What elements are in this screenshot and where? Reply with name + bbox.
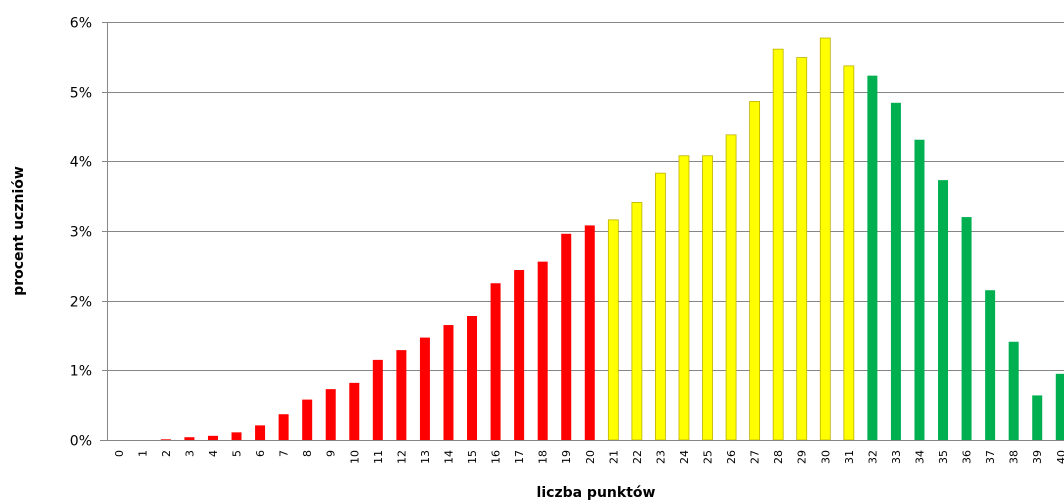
x-tick-label: 0 [113,450,126,457]
bar-30 [819,37,831,441]
bar-17 [514,270,525,440]
y-tick-label: 4% [70,155,92,171]
bar-15 [467,315,478,440]
bar-39 [1032,395,1043,440]
x-tick-label: 39 [1031,450,1044,464]
x-tick-label: 32 [866,450,879,464]
x-tick-label: 10 [348,450,361,464]
y-tick-label: 5% [70,86,92,102]
bar-38 [1008,341,1019,440]
bar-18 [537,261,548,440]
y-tick-label: 3% [70,225,92,241]
x-tick-label: 7 [278,450,291,457]
x-tick-label: 3 [183,450,196,457]
bar-27 [749,101,761,441]
bar-25 [702,155,713,441]
x-axis-tick-labels: 0 1 2 3 4 5 6 7 8 9 10 11 12 13 14 15 16 17 18 19 20 21 22 23 24… [113,450,1064,464]
bar-16 [490,283,501,440]
bar-12 [396,350,407,440]
x-tick-label: 19 [560,450,573,464]
bar-4 [207,435,218,440]
x-tick-label: 38 [1008,450,1021,464]
bar-22 [631,202,643,441]
x-tick-label: 29 [796,450,809,464]
y-tick-label: 0% [70,434,92,450]
y-axis-tick-labels: 0% 1% 2% 3% 4% 5% 6% [70,16,92,450]
x-tick-label: 6 [254,450,267,457]
bar-8 [302,399,313,440]
x-tick-label: 4 [207,450,220,457]
y-tick-label: 2% [70,295,92,311]
x-tick-label: 17 [513,450,526,464]
bar-35 [938,180,949,441]
bar-19 [561,233,572,440]
y-tick-label: 6% [70,16,92,32]
bar-5 [231,432,242,440]
x-tick-label: 18 [537,450,550,464]
bar-21 [607,219,619,441]
bar-28 [772,48,784,441]
bar-29 [796,57,808,441]
bar-11 [372,359,383,440]
x-tick-label: 33 [890,450,903,464]
x-axis-title: liczba punktów [537,485,656,500]
bar-37 [985,290,996,440]
x-tick-label: 34 [913,450,926,464]
x-tick-label: 35 [937,450,950,464]
x-tick-label: 25 [702,450,715,464]
bars [160,37,1064,441]
x-tick-label: 9 [325,450,338,457]
bar-32 [867,75,878,440]
x-tick-label: 11 [372,450,385,464]
x-tick-label: 15 [466,450,479,464]
x-tick-label: 37 [984,450,997,464]
bar-33 [890,102,901,441]
bar-23 [655,172,666,441]
bar-3 [184,437,195,440]
x-tick-label: 31 [843,450,856,464]
x-tick-label: 13 [419,450,432,464]
x-tick-label: 26 [725,450,738,464]
bar-26 [725,134,737,441]
x-tick-label: 30 [819,450,832,464]
x-tick-label: 1 [136,450,149,457]
x-tick-label: 23 [654,450,667,464]
bar-10 [349,382,360,440]
bar-24 [678,155,690,441]
bar-2 [160,439,171,440]
bar-9 [325,389,336,440]
y-axis-title: procent uczniów [11,166,27,296]
x-tick-label: 2 [160,450,173,457]
x-tick-label: 22 [631,450,644,464]
x-tick-label: 40 [1055,450,1064,464]
bar-20 [584,225,595,440]
x-tick-label: 8 [301,450,314,457]
x-tick-label: 20 [584,450,597,464]
axes [100,22,1064,441]
bar-7 [278,414,289,440]
bar-13 [419,337,430,440]
x-tick-label: 27 [749,450,762,464]
x-tick-label: 14 [442,450,455,464]
x-tick-label: 12 [395,450,408,464]
bar-36 [961,217,972,440]
bar-34 [914,139,925,440]
bar-40 [1055,373,1064,440]
x-tick-label: 24 [678,450,691,464]
x-tick-label: 36 [961,450,974,464]
x-tick-label: 28 [772,450,785,464]
bar-14 [443,325,454,440]
x-tick-label: 16 [490,450,503,464]
bar-6 [255,425,266,440]
x-tick-label: 21 [607,450,620,464]
y-tick-label: 1% [70,364,92,380]
bar-31 [843,65,855,441]
x-tick-label: 5 [231,450,244,457]
